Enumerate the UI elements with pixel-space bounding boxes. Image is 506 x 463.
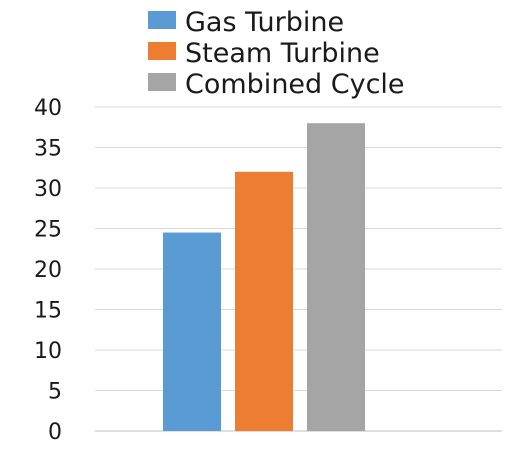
- legend-label: Combined Cycle: [185, 69, 405, 100]
- y-tick-label: 0: [48, 420, 62, 445]
- bar-combined-cycle: [307, 123, 365, 431]
- y-tick-label: 20: [34, 258, 62, 283]
- legend-swatch-gas-turbine: [148, 11, 176, 29]
- bars: [163, 123, 365, 432]
- y-tick-label: 5: [48, 380, 62, 405]
- y-axis: 0 5 10 15 20 25 30 35 40: [34, 96, 62, 445]
- y-tick-label: 35: [34, 137, 62, 162]
- y-tick-label: 15: [34, 299, 62, 324]
- gridlines: [95, 106, 502, 432]
- y-tick-label: 10: [34, 339, 62, 364]
- bar-steam-turbine: [235, 171, 293, 432]
- bar-gas-turbine: [163, 232, 221, 431]
- y-tick-label: 25: [34, 218, 62, 243]
- y-tick-label: 40: [34, 96, 62, 121]
- legend-label: Gas Turbine: [185, 7, 344, 38]
- legend-swatch-steam-turbine: [148, 42, 176, 60]
- legend-swatch-combined-cycle: [148, 73, 176, 91]
- legend-label: Steam Turbine: [185, 38, 380, 69]
- y-tick-label: 30: [34, 177, 62, 202]
